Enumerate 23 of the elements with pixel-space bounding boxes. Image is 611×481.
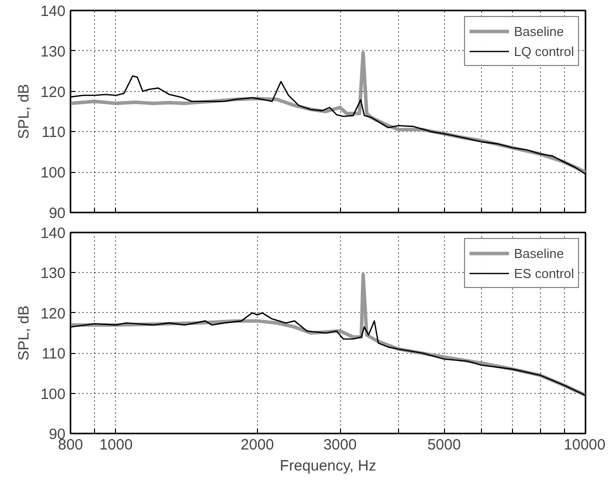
x-tick-label: 2000 [240,436,274,454]
x-axis-title: Frequency, Hz [280,458,376,474]
legend-label: Baseline [514,246,564,260]
legend-label: LQ control [514,44,574,58]
y-tick-label: 100 [40,164,66,182]
y-tick-label: 130 [40,265,66,282]
y-tick-label: 110 [42,346,66,363]
y-tick-label: 90 [48,205,66,222]
y-tick-label: 110 [42,124,66,142]
x-tick-label: 1000 [99,436,133,454]
y-tick-label: 100 [40,386,66,403]
y-axis-title: SPL, dB [15,84,32,140]
x-tick-label: 10000 [564,436,606,454]
x-tick-label: 3000 [323,436,357,454]
y-tick-label: 140 [40,225,66,242]
y-tick-label: 130 [40,43,66,60]
y-tick-label: 120 [40,84,66,101]
y-axis-title: SPL, dB [15,305,32,361]
legend-label: Baseline [514,24,564,38]
legend-label: ES control [514,266,574,280]
y-tick-label: 140 [40,3,66,20]
x-tick-label: 5000 [427,436,461,454]
y-tick-label: 120 [40,305,66,322]
